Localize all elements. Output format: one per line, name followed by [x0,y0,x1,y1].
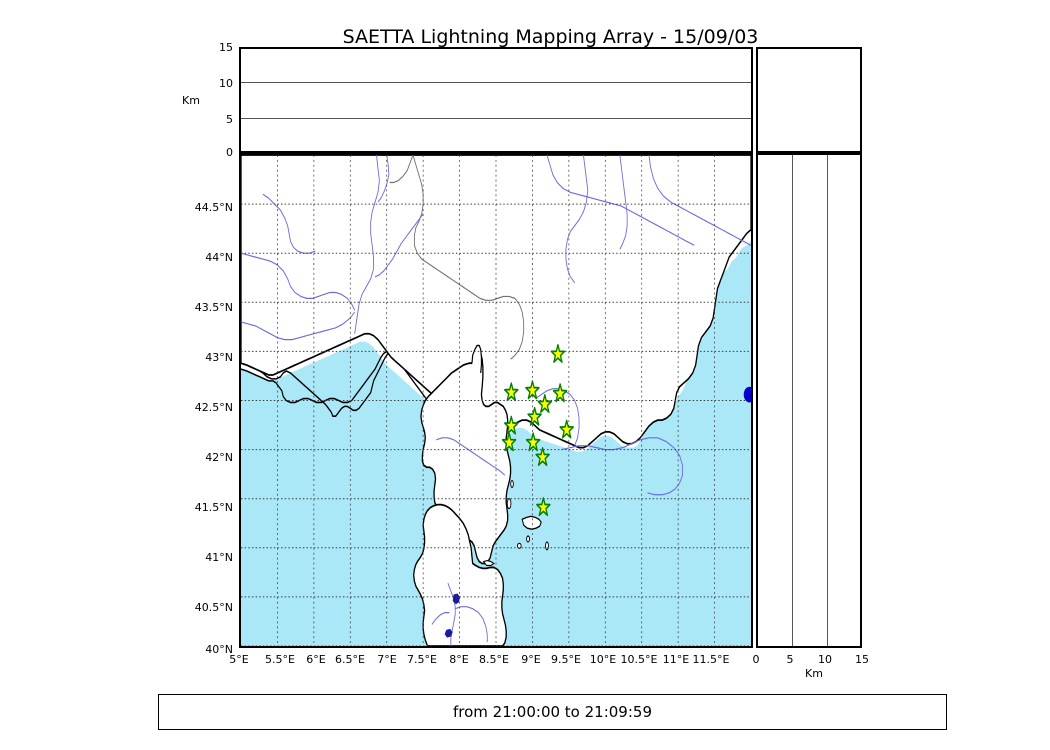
lat-tick-42-5: 42.5°N [194,401,233,414]
lat-tick-44: 44°N [205,251,233,264]
corsica-island [420,344,512,565]
lon-tick-11-5: 11.5°E [692,653,730,666]
corner-panel [756,47,862,153]
lat-tick-44-5: 44.5°N [194,201,233,214]
gridline-alt-5 [241,118,751,119]
country-borders [389,155,525,360]
gridline-alt-10 [241,82,751,83]
lat-tick-40: 40°N [205,643,233,656]
lon-tick-10: 10°E [589,653,617,666]
map-gridlines [241,155,751,646]
lon-tick-5-5: 5.5°E [265,653,295,666]
altitude-vs-latitude-panel[interactable] [756,153,862,648]
alt-tick-15: 15 [219,41,233,54]
lat-tick-43: 43°N [205,351,233,364]
lon-tick-8-5: 8.5°E [479,653,509,666]
small-islands [482,479,549,567]
right-alt-tick-15: 15 [855,653,869,666]
alt-tick-0: 0 [226,146,233,159]
page-title: SAETTA Lightning Mapping Array - 15/09/0… [342,26,759,48]
map-graphic [241,155,751,646]
right-alt-tick-5: 5 [786,653,794,666]
lon-tick-7: 7°E [377,653,397,666]
map-panel[interactable] [239,153,753,648]
time-range-text: from 21:00:00 to 21:09:59 [452,703,652,721]
lat-tick-41-5: 41.5°N [194,501,233,514]
lon-tick-11: 11°E [662,653,690,666]
altitude-axis-label: Km [182,94,200,107]
gridline-alt-5-right [792,155,793,646]
lon-tick-9: 9°E [521,653,541,666]
lon-tick-9-5: 9.5°E [551,653,581,666]
lon-tick-6: 6°E [306,653,326,666]
lat-tick-40-5: 40.5°N [194,601,233,614]
alt-tick-10: 10 [219,77,233,90]
right-alt-tick-10: 10 [818,653,832,666]
alt-tick-5: 5 [226,113,233,126]
right-alt-tick-0: 0 [752,653,760,666]
altitude-axis-label-right: Km [805,667,823,680]
lightning-source-point[interactable] [743,386,751,403]
lat-tick-41: 41°N [205,551,233,564]
gridline-alt-10-right [827,155,828,646]
altitude-vs-longitude-panel[interactable] [239,47,753,153]
lon-tick-7-5: 7.5°E [407,653,437,666]
sardinia-island [413,503,507,646]
lon-tick-5: 5°E [229,653,249,666]
lat-tick-43-5: 43.5°N [194,301,233,314]
lon-tick-6-5: 6.5°E [335,653,365,666]
lon-tick-10-5: 10.5°E [620,653,658,666]
lon-tick-8: 8°E [449,653,469,666]
lat-tick-42: 42°N [205,451,233,464]
lakes [444,593,460,638]
time-range-status-bar: from 21:00:00 to 21:09:59 [158,694,947,730]
